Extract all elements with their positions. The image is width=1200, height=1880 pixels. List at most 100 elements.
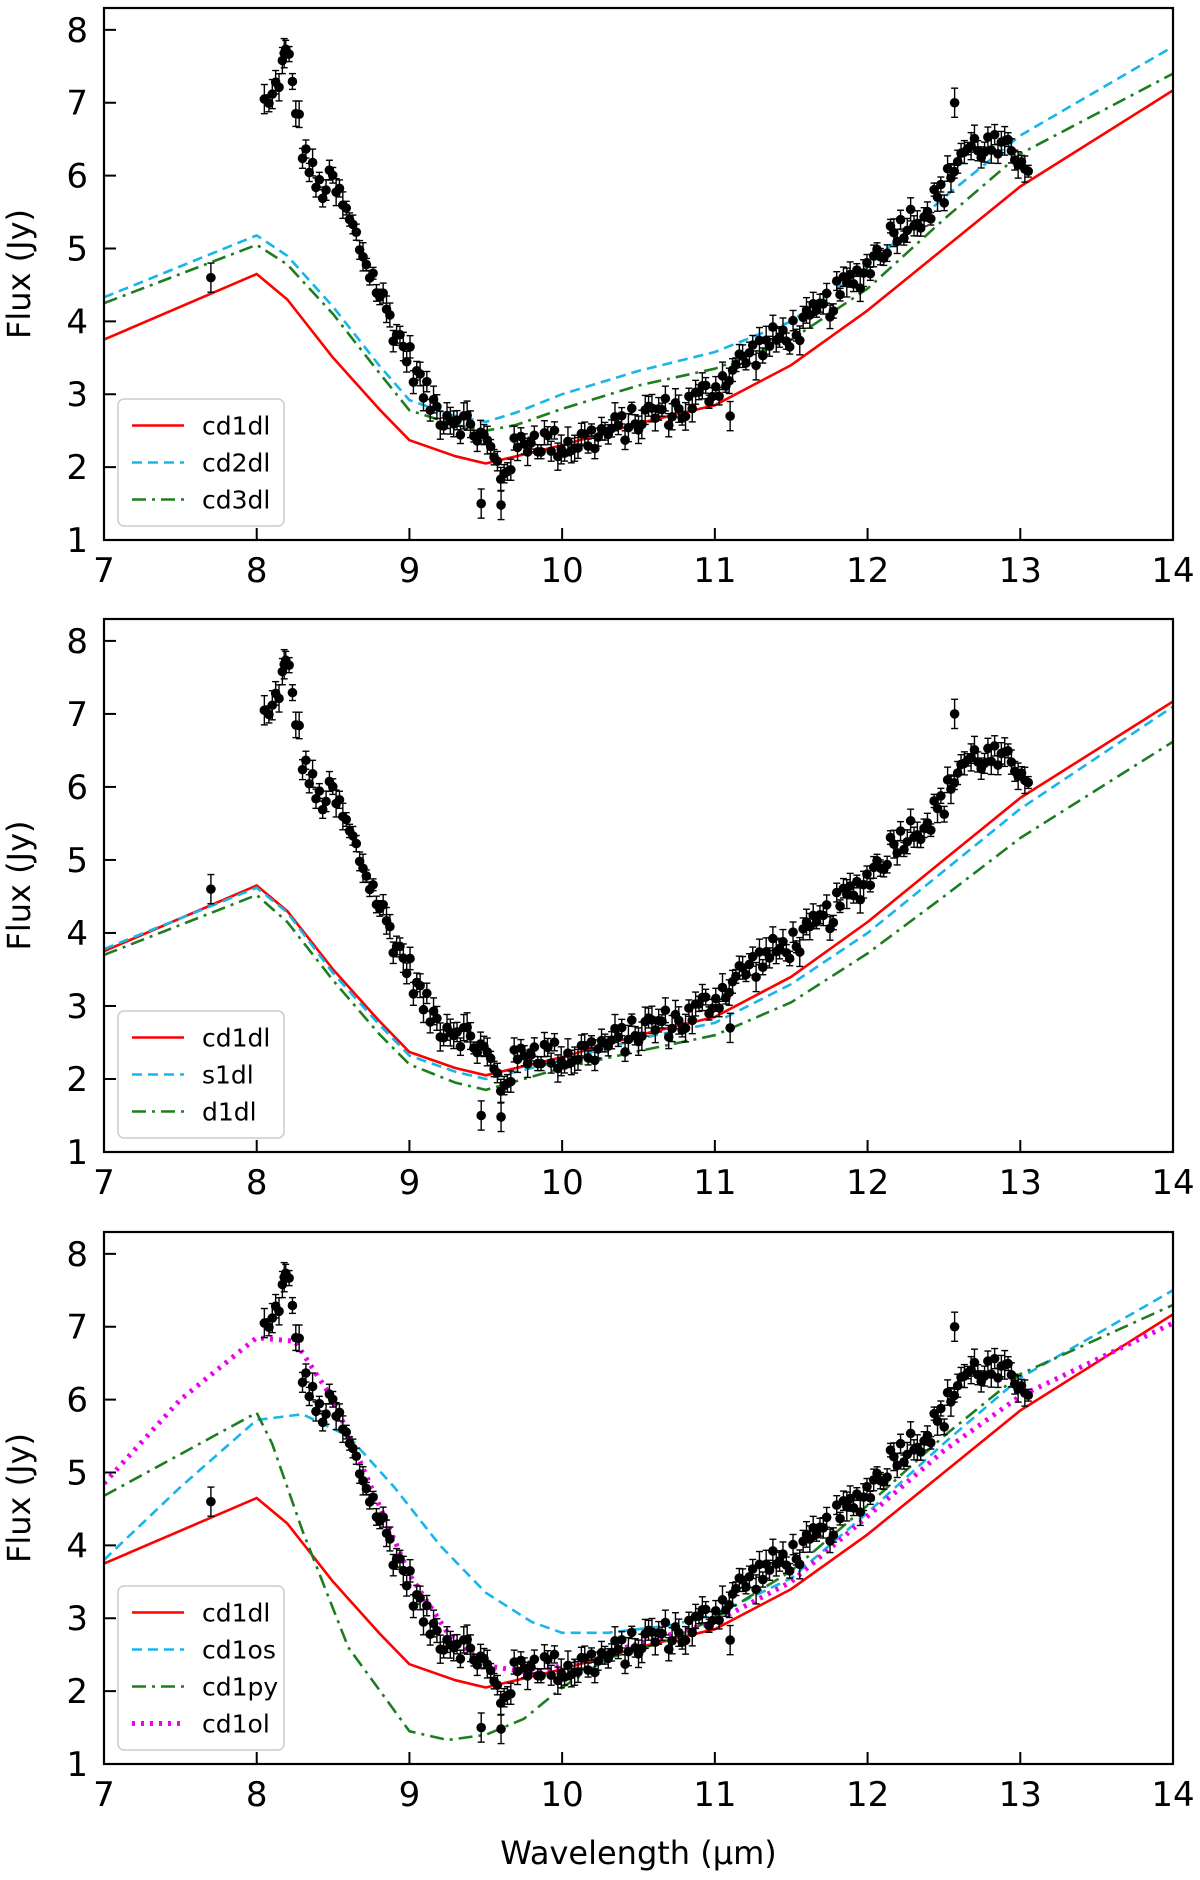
data-point bbox=[714, 1615, 724, 1626]
data-point bbox=[536, 1058, 546, 1069]
data-point bbox=[731, 971, 741, 982]
data-point bbox=[747, 951, 758, 962]
y-tick-label: 6 bbox=[66, 768, 88, 808]
data-point bbox=[768, 933, 778, 944]
data-point bbox=[936, 791, 946, 801]
data-point bbox=[828, 917, 839, 928]
data-point bbox=[529, 1042, 540, 1052]
data-point bbox=[1023, 1390, 1034, 1401]
data-point bbox=[542, 1654, 553, 1665]
series-line-s1dl bbox=[104, 705, 1173, 1081]
data-point bbox=[768, 322, 778, 332]
data-point bbox=[546, 446, 556, 457]
data-point bbox=[889, 227, 899, 238]
data-point bbox=[784, 1566, 795, 1576]
data-point bbox=[989, 741, 1000, 751]
data-point bbox=[1003, 1358, 1013, 1369]
data-point bbox=[989, 129, 1000, 140]
data-point bbox=[1003, 746, 1013, 756]
data-point bbox=[334, 794, 345, 805]
data-point bbox=[586, 1649, 597, 1659]
data-point bbox=[573, 1055, 583, 1065]
data-point bbox=[936, 1403, 946, 1414]
data-point bbox=[939, 1422, 950, 1432]
data-point bbox=[794, 1559, 805, 1570]
x-tick-label: 11 bbox=[693, 1163, 736, 1203]
y-tick-label: 1 bbox=[66, 1745, 88, 1785]
data-point bbox=[663, 420, 674, 431]
data-point bbox=[966, 1365, 976, 1375]
legend-label-cd1os: cd1os bbox=[202, 1636, 276, 1665]
data-point bbox=[922, 1430, 933, 1441]
data-point bbox=[758, 350, 768, 361]
x-tick-label: 12 bbox=[846, 551, 889, 591]
data-point bbox=[279, 659, 290, 670]
data-point bbox=[882, 1472, 892, 1482]
x-axis-title: Wavelength (μm) bbox=[500, 1834, 777, 1872]
legend-box bbox=[117, 1585, 285, 1751]
y-tick-label: 6 bbox=[66, 1381, 88, 1421]
y-tick-label: 4 bbox=[66, 914, 88, 954]
y-tick-label: 8 bbox=[66, 1235, 88, 1275]
data-point bbox=[361, 1483, 372, 1494]
data-point bbox=[710, 1605, 721, 1616]
data-point bbox=[334, 183, 345, 194]
data-point bbox=[279, 1272, 290, 1282]
data-point bbox=[626, 1627, 637, 1638]
series-line-cd1os bbox=[104, 1289, 1173, 1635]
data-point bbox=[462, 410, 472, 421]
data-point bbox=[784, 342, 795, 352]
data-point bbox=[758, 962, 768, 972]
x-tick-label: 12 bbox=[846, 1163, 889, 1203]
data-point bbox=[259, 705, 270, 716]
x-tick-label: 7 bbox=[93, 551, 115, 591]
data-point bbox=[895, 1438, 906, 1449]
data-point bbox=[660, 393, 671, 404]
x-tick-label: 12 bbox=[846, 1775, 889, 1815]
data-point bbox=[966, 141, 976, 151]
data-point bbox=[784, 953, 795, 964]
x-tick-label: 8 bbox=[246, 1775, 268, 1815]
data-point bbox=[751, 972, 761, 982]
data-point bbox=[542, 430, 553, 441]
data-point bbox=[754, 947, 765, 957]
data-point bbox=[462, 1634, 472, 1645]
data-point bbox=[294, 1333, 304, 1344]
data-point bbox=[206, 1496, 216, 1507]
data-point bbox=[206, 884, 216, 894]
data-point bbox=[301, 755, 311, 766]
data-point bbox=[952, 768, 963, 778]
data-point bbox=[422, 1600, 432, 1611]
axes-frame bbox=[102, 6, 1175, 542]
data-point bbox=[731, 1583, 741, 1594]
data-point bbox=[687, 403, 698, 414]
data-point bbox=[616, 1634, 627, 1645]
data-point bbox=[526, 1662, 536, 1672]
data-point bbox=[899, 844, 909, 855]
data-point bbox=[687, 1627, 698, 1638]
data-point bbox=[952, 1380, 963, 1391]
data-point bbox=[889, 1451, 899, 1462]
data-point bbox=[259, 1318, 270, 1328]
y-tick-label: 1 bbox=[66, 1133, 88, 1173]
plot-area bbox=[104, 37, 1173, 521]
data-point bbox=[929, 796, 939, 806]
data-point bbox=[872, 244, 882, 255]
data-point bbox=[700, 380, 711, 391]
data-point bbox=[872, 856, 882, 866]
data-point bbox=[794, 947, 805, 957]
data-point bbox=[626, 403, 637, 414]
data-point bbox=[1023, 777, 1034, 788]
observed-points bbox=[206, 648, 1034, 1133]
data-point bbox=[626, 1015, 637, 1025]
data-point bbox=[287, 1300, 298, 1311]
data-point bbox=[536, 447, 546, 457]
data-point bbox=[418, 393, 429, 403]
legend-label-cd2dl: cd2dl bbox=[202, 449, 270, 478]
data-point bbox=[1016, 157, 1027, 167]
data-point bbox=[895, 214, 906, 225]
data-point bbox=[465, 419, 476, 430]
data-point bbox=[327, 170, 338, 181]
data-point bbox=[307, 157, 318, 168]
data-point bbox=[725, 1023, 735, 1033]
